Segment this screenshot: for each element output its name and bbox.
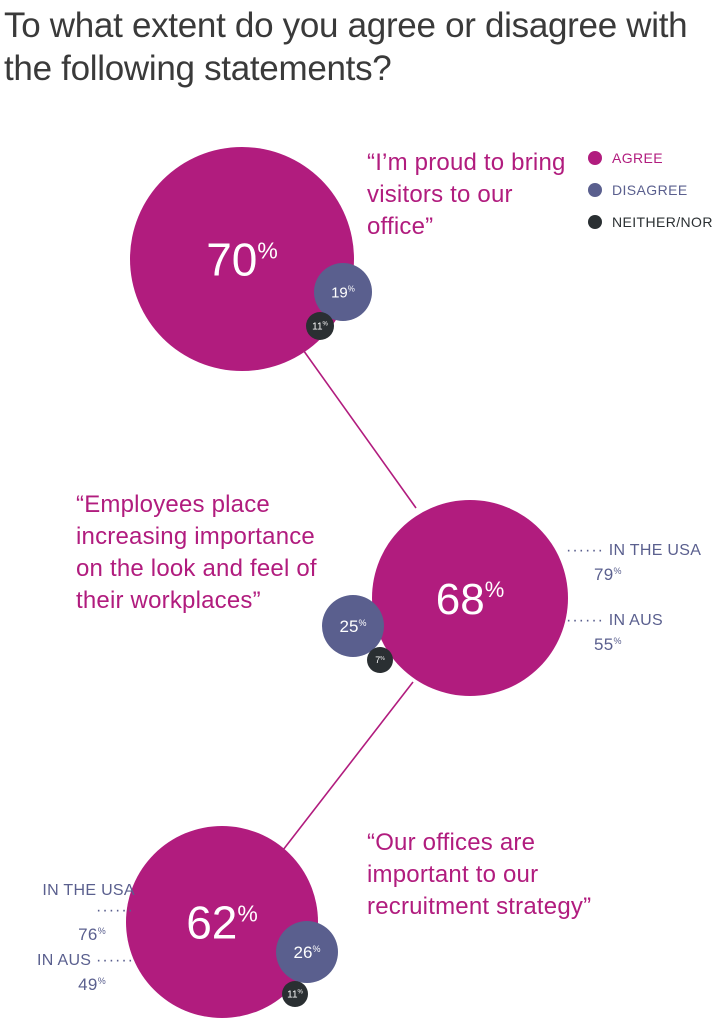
statement-1-agree-bubble xyxy=(130,147,354,371)
statement-3-usa-label: IN THE USA xyxy=(42,882,134,899)
statement-1-disagree-label: 19% xyxy=(331,284,355,301)
statement-3-agree-label: 62% xyxy=(186,897,258,949)
statement-3-aus-label: IN AUS xyxy=(37,952,92,969)
legend-item-disagree: DISAGREE xyxy=(588,174,713,206)
legend-swatch-disagree xyxy=(588,183,602,197)
statement-3-quote: “Our offices are important to our recrui… xyxy=(367,829,592,920)
legend: AGREE DISAGREE NEITHER/NOR xyxy=(588,142,713,238)
statement-3-aus-value: 49 xyxy=(78,975,98,994)
statement-2-neither-label: 7% xyxy=(375,655,385,665)
statement-1-quote: “I’m proud to bring visitors to our offi… xyxy=(367,149,566,240)
legend-label-neither: NEITHER/NOR xyxy=(612,214,713,230)
statement-3-disagree-label: 26% xyxy=(294,943,321,962)
statement-3-usa: IN THE USA ······ 76% xyxy=(42,882,134,944)
legend-item-agree: AGREE xyxy=(588,142,713,174)
statement-1-neither-label: 11% xyxy=(312,322,328,333)
statement-2-agree-label: 68% xyxy=(436,575,505,624)
legend-label-disagree: DISAGREE xyxy=(612,182,688,198)
legend-swatch-neither xyxy=(588,215,602,229)
statement-2-aus: ······ IN AUS 55% xyxy=(566,612,663,654)
statement-1-agree-label: 70% xyxy=(206,234,278,286)
statement-2-quote: “Employees place increasing importance o… xyxy=(76,491,317,614)
statement-3-neither-bubble xyxy=(282,981,308,1007)
legend-swatch-agree xyxy=(588,151,602,165)
statement-2-aus-label: IN AUS xyxy=(608,612,663,629)
statement-2-usa-value: 79 xyxy=(594,565,614,584)
statement-3-aus: IN AUS ······ 49% xyxy=(37,952,134,994)
statement-1-disagree-bubble xyxy=(314,263,372,321)
statement-2-neither-bubble xyxy=(367,647,393,673)
statement-2-agree-bubble xyxy=(372,500,568,696)
statement-2-usa-label: IN THE USA xyxy=(608,542,702,559)
page-title: To what extent do you agree or disagree … xyxy=(4,6,688,88)
statement-2-disagree-label: 25% xyxy=(340,617,367,636)
connector-line-2-3 xyxy=(282,681,414,851)
statement-3-agree-bubble xyxy=(126,826,318,1018)
legend-item-neither: NEITHER/NOR xyxy=(588,206,713,238)
connector-line-1-2 xyxy=(295,339,417,509)
statement-3-usa-value: 76 xyxy=(78,925,98,944)
legend-label-agree: AGREE xyxy=(612,150,664,166)
statement-3-disagree-bubble xyxy=(276,921,338,983)
statement-2-aus-value: 55 xyxy=(594,635,614,654)
statement-2-usa: ······ IN THE USA 79% xyxy=(566,542,702,584)
statement-3-neither-label: 11% xyxy=(287,990,303,1001)
statement-2-disagree-bubble xyxy=(322,595,384,657)
statement-1-neither-bubble xyxy=(306,312,334,340)
